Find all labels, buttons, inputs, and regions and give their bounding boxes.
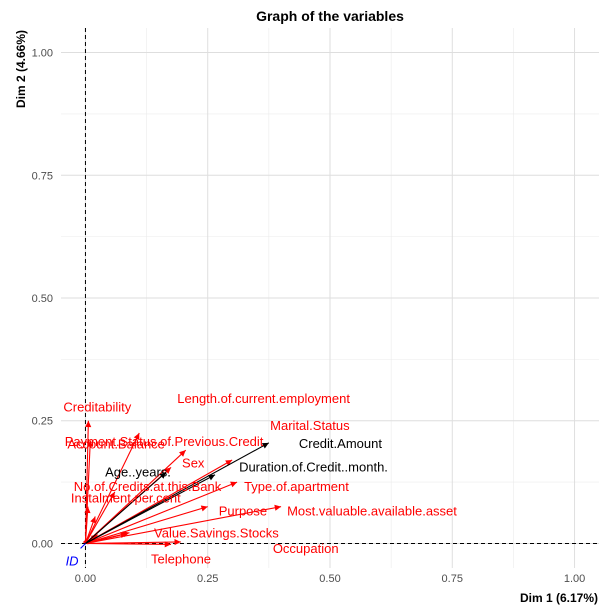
y-tick-label-4: 1.00 <box>32 48 53 60</box>
variable-label-account-balance: Account.Balance <box>67 436 165 451</box>
variable-age-years-arrowhead <box>159 472 167 479</box>
y-tick-labels: 0.00 0.25 0.50 0.75 1.00 <box>32 48 53 551</box>
variable-type-of-apartment-arrow <box>85 481 238 544</box>
variable-label-creditability: Creditability <box>63 400 131 415</box>
x-tick-label-0: 0.00 <box>75 573 96 585</box>
variable-no-of-credits-at-this-bank-arrowhead <box>109 491 115 499</box>
variable-sex-arrowhead <box>164 467 172 474</box>
x-tick-label-1: 0.25 <box>197 573 218 585</box>
unlabeled-variable-3-arrowhead <box>90 516 96 524</box>
variable-label-age-years: Age..years. <box>105 464 171 479</box>
x-tick-labels: 0.00 0.25 0.50 0.75 1.00 <box>75 573 586 585</box>
variable-occupation-arrowhead <box>174 539 181 546</box>
variable-telephone-arrowhead <box>164 541 172 548</box>
variable-value-savings-stocks-arrowhead <box>120 532 128 539</box>
variable-creditability-arrowhead <box>85 420 92 428</box>
variable-purpose-arrowhead <box>200 505 208 512</box>
variable-duration-of-credit-month-arrowhead <box>208 474 216 481</box>
variable-duration-of-credit-month-arrow <box>85 474 216 544</box>
variable-length-of-current-employment-arrowhead <box>133 433 140 440</box>
variable-purpose-arrow <box>85 506 208 544</box>
variable-label-occupation: Occupation <box>273 541 339 556</box>
variable-label-instalment-per-cent: Instalment.per.cent <box>71 491 181 506</box>
variable-no-of-credits-at-this-bank-arrow <box>84 491 116 544</box>
x-tick-label-3: 0.75 <box>442 573 463 585</box>
y-tick-label-3: 0.75 <box>32 170 53 182</box>
variable-account-balance-arrowhead <box>87 440 94 447</box>
y-axis-title: Dim 2 (4.66%) <box>14 30 28 108</box>
variable-most-valuable-available-asset-arrow <box>85 506 282 544</box>
variable-instalment-per-cent-arrowhead <box>84 506 91 514</box>
variable-marital-status-arrowhead <box>225 460 233 466</box>
x-tick-label-2: 0.50 <box>319 573 340 585</box>
variable-credit-amount-arrowhead <box>261 442 269 449</box>
variable-label-sex: Sex <box>182 455 205 470</box>
y-tick-label-2: 0.50 <box>32 293 53 305</box>
variable-label-value-savings-stocks: Value.Savings.Stocks <box>154 526 279 541</box>
variable-label-duration-of-credit-month: Duration.of.Credit..month. <box>239 460 388 475</box>
variable-label-telephone: Telephone <box>151 551 211 566</box>
reference-lines <box>61 28 599 568</box>
variable-label-marital-status: Marital.Status <box>270 418 350 433</box>
y-tick-label-0: 0.00 <box>32 538 53 550</box>
arrow-layer <box>80 420 282 549</box>
variable-label-no-of-credits-at-this-bank: No.of.Credits.at.this.Bank <box>74 479 222 494</box>
chart-title: Graph of the variables <box>256 8 404 24</box>
variable-most-valuable-available-asset-arrowhead <box>274 504 282 511</box>
variable-length-of-current-employment-arrow <box>84 432 140 544</box>
variable-telephone-arrow <box>85 542 172 545</box>
x-tick-label-4: 1.00 <box>564 573 585 585</box>
y-tick-label-1: 0.25 <box>32 416 53 428</box>
variable-label-purpose: Purpose <box>219 504 267 519</box>
variable-age-years-arrow <box>85 471 167 544</box>
variable-payment-status-of-previous-credit-arrowhead <box>179 450 186 457</box>
variable-value-savings-stocks-arrow <box>85 533 128 544</box>
variable-label-length-of-current-employment: Length.of.current.employment <box>177 391 350 406</box>
x-axis-title: Dim 1 (6.17%) <box>520 591 598 605</box>
variable-label-type-of-apartment: Type.of.apartment <box>244 479 349 494</box>
label-layer: Creditability Account.Balance Length.of.cu… <box>63 391 457 568</box>
variable-label-most-valuable-available-asset: Most.valuable.available.asset <box>287 504 457 519</box>
variable-label-credit-amount: Credit.Amount <box>299 436 382 451</box>
variable-type-of-apartment-arrowhead <box>230 481 238 488</box>
variable-label-id: ID <box>66 553 79 568</box>
variable-label-payment-status-of-previous-credit: Payment.Status.of.Previous.Credit <box>65 434 264 449</box>
variable-id-arrow <box>80 543 86 549</box>
